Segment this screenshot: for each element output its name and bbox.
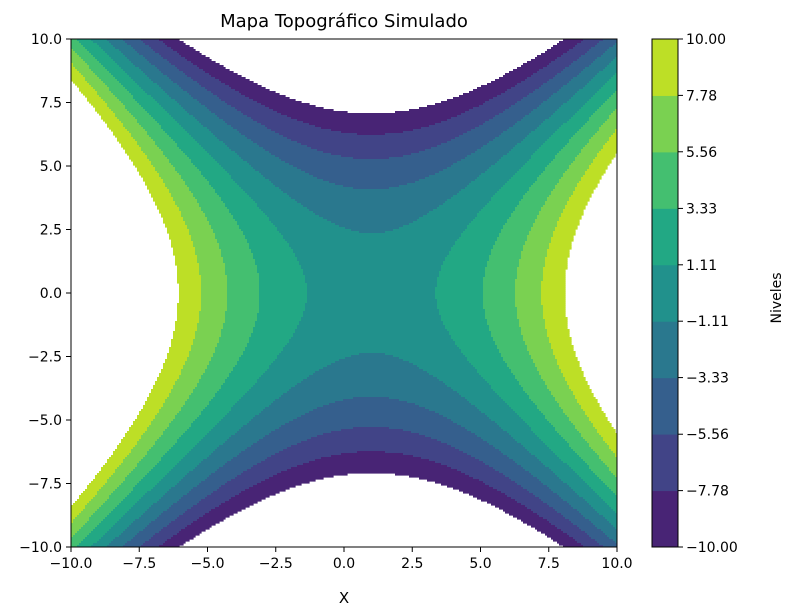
colorbar: 10.00 7.78 5.56 3.33 1.11 −1.11 −3.33 −5.56 −7.7… <box>651 32 738 556</box>
y-tick-label: −7.5 <box>28 477 62 493</box>
colorbar-frame <box>651 38 679 548</box>
colorbar-segment <box>652 151 678 209</box>
x-tick-label: 7.5 <box>538 556 560 572</box>
colorbar-tick-label: 7.78 <box>686 88 717 104</box>
colorbar-tick-label: 1.11 <box>686 258 717 274</box>
plot-area <box>71 39 617 547</box>
colorbar-tick-label: −7.78 <box>686 484 729 500</box>
x-tick-label: −2.5 <box>259 556 293 572</box>
colorbar-tick-label: 3.33 <box>686 201 717 217</box>
colorbar-tick-label: −5.56 <box>686 427 729 443</box>
y-tick-label: −10.0 <box>19 540 62 556</box>
colorbar-segment <box>652 490 678 548</box>
y-tick-label: 0.0 <box>40 286 62 302</box>
x-axis: −10.0 −7.5 −5.0 −2.5 0.0 2.5 5.0 7.5 10.0 <box>50 547 633 572</box>
colorbar-segment <box>652 95 678 153</box>
colorbar-segment <box>652 264 678 322</box>
y-tick-label: 10.0 <box>31 32 62 48</box>
colorbar-label: Niveles <box>769 272 785 323</box>
colorbar-tick-label: −3.33 <box>686 371 729 387</box>
x-tick-label: 0.0 <box>333 556 355 572</box>
x-tick-label: 2.5 <box>401 556 423 572</box>
y-tick-label: −2.5 <box>28 350 62 366</box>
y-tick-label: 2.5 <box>40 223 62 239</box>
colorbar-tick-label: 10.00 <box>686 32 726 48</box>
x-tick-label: −10.0 <box>50 556 93 572</box>
x-tick-label: −5.0 <box>191 556 225 572</box>
y-axis: −10.0 −7.5 −5.0 −2.5 0.0 2.5 5.0 7.5 10.0 <box>19 32 71 556</box>
colorbar-segment <box>652 39 678 96</box>
colorbar-segment <box>652 208 678 266</box>
colorbar-tick-label: 5.56 <box>686 145 717 161</box>
x-tick-label: 5.0 <box>469 556 491 572</box>
y-tick-label: 5.0 <box>40 159 62 175</box>
colorbar-tick-label: −1.11 <box>686 314 729 330</box>
y-tick-label: −5.0 <box>28 413 62 429</box>
y-tick-label: 7.5 <box>40 96 62 112</box>
x-tick-label: −7.5 <box>122 556 156 572</box>
x-axis-label: X <box>339 589 349 607</box>
colorbar-segment <box>652 434 678 492</box>
colorbar-tick-label: −10.00 <box>686 540 738 556</box>
colorbar-segment <box>652 377 678 435</box>
x-tick-label: 10.0 <box>601 556 632 572</box>
chart-title: Mapa Topográfico Simulado <box>220 11 468 32</box>
colorbar-segment <box>652 321 678 379</box>
